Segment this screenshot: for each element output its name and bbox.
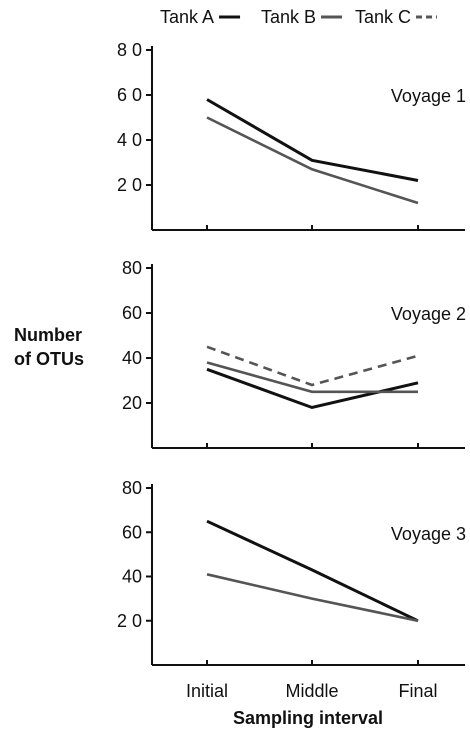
- y-axis-title-line-1: Number: [14, 325, 82, 345]
- legend-label: Tank A: [160, 7, 214, 27]
- series-line-tank-b: [206, 573, 419, 623]
- series-line-tank-c: [206, 345, 419, 387]
- series-line-tank-b: [206, 361, 418, 394]
- y-axis-title-line-2: of OTUs: [14, 349, 84, 369]
- panel-voyage-2: 20 40 60 80 Voyage 2: [122, 258, 466, 449]
- y-tick-label: 40: [122, 567, 142, 587]
- y-tick-label: 2 0: [117, 175, 142, 195]
- panel-voyage-3: 2 0 40 60 80 Voyage 3: [117, 478, 466, 666]
- series-line-tank-a: [206, 98, 419, 182]
- panel-voyage-1: 2 0 4 0 6 0 8 0 Voyage 1: [117, 40, 466, 231]
- y-tick-label: 6 0: [117, 85, 142, 105]
- panel-label: Voyage 2: [391, 304, 466, 324]
- chart-panels: 2 0 4 0 6 0 8 0 Voyage 1 20 40 60 80 Voyage 2 2 0 4…: [117, 40, 466, 666]
- y-tick-label: 80: [122, 478, 142, 498]
- legend-label: Tank B: [261, 7, 316, 27]
- series-line-tank-a: [206, 367, 419, 410]
- panel-label: Voyage 3: [391, 524, 466, 544]
- y-tick-label: 2 0: [117, 611, 142, 631]
- y-tick-label: 8 0: [117, 40, 142, 60]
- legend-entry-tank-b: Tank B: [261, 7, 343, 27]
- legend-entry-tank-a: Tank A: [160, 7, 241, 27]
- x-axis-title: Sampling interval: [233, 708, 383, 728]
- series-line-tank-a: [206, 519, 419, 623]
- y-tick-label: 60: [122, 303, 142, 323]
- y-tick-label: 40: [122, 348, 142, 368]
- legend-label: Tank C: [355, 7, 411, 27]
- y-tick-label: 80: [122, 258, 142, 278]
- y-tick-label: 4 0: [117, 130, 142, 150]
- x-tick-label-initial: Initial: [186, 681, 228, 701]
- panel-label: Voyage 1: [391, 86, 466, 106]
- x-tick-label-final: Final: [398, 681, 437, 701]
- legend: Tank A Tank B Tank C: [160, 7, 438, 27]
- x-tick-labels: Initial Middle Final: [186, 681, 438, 701]
- y-tick-label: 20: [122, 393, 142, 413]
- series-line-tank-b: [206, 116, 419, 205]
- x-tick-label-middle: Middle: [285, 681, 338, 701]
- legend-entry-tank-c: Tank C: [355, 7, 438, 27]
- y-tick-label: 60: [122, 522, 142, 542]
